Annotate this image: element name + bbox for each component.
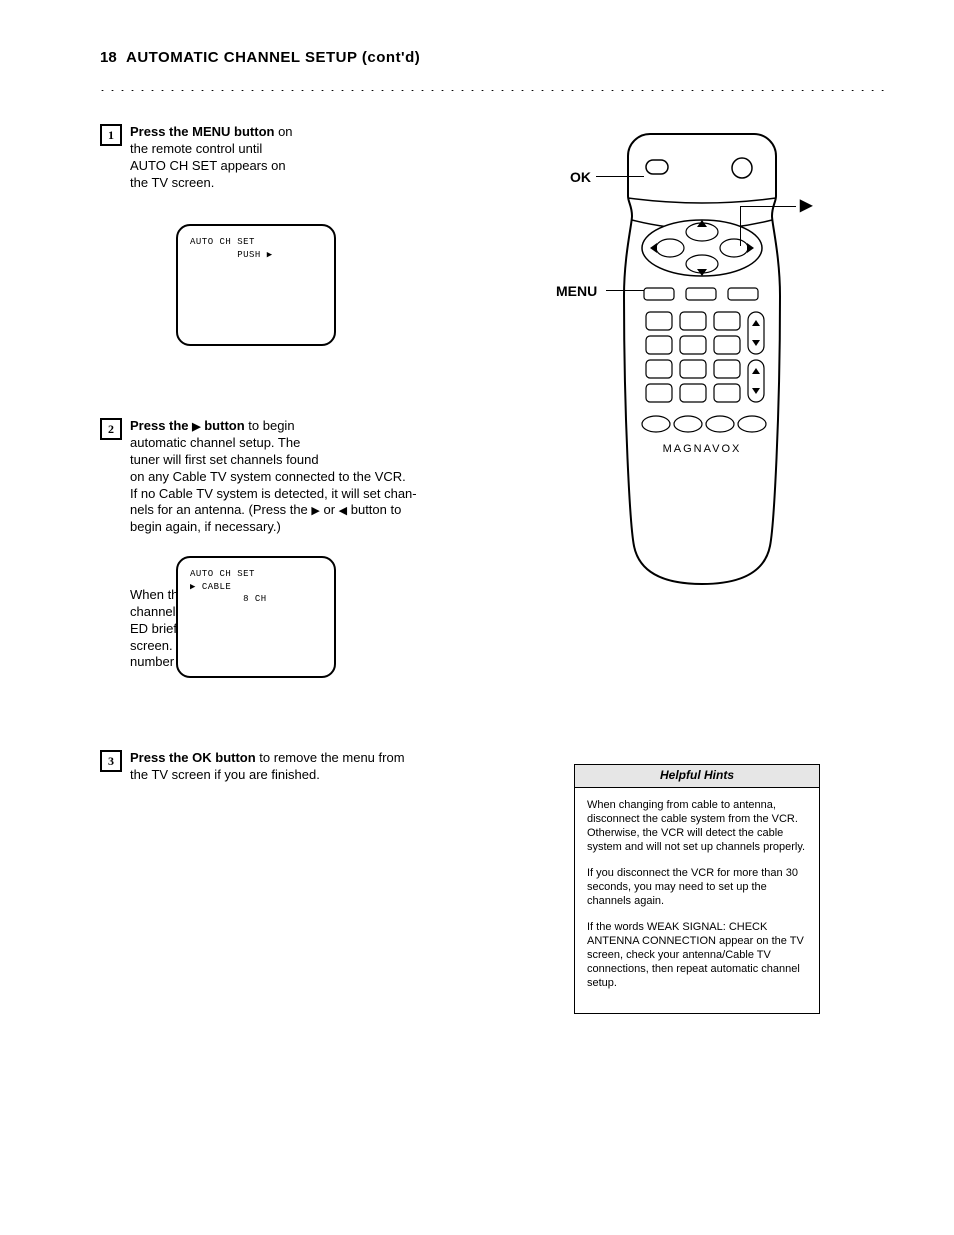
step-number-1: 1 [100, 124, 122, 146]
page-number: 18 [100, 48, 117, 68]
dotted-rule: ........................................… [100, 82, 884, 91]
step-1-text: Press the MENU button onthe remote contr… [130, 124, 520, 196]
helpful-hints-heading: Helpful Hints [575, 765, 819, 788]
callout-right-arrow: ▶ [800, 196, 812, 217]
callout-menu-line [606, 290, 644, 291]
osd-screen-2: AUTO CH SET ▶ CABLE 8 CH [176, 556, 336, 678]
page-title: AUTOMATIC CHANNEL SETUP (cont'd) [126, 48, 420, 68]
helpful-hints-body: When changing from cable to antenna, dis… [575, 788, 819, 1013]
step-1-lines: Press the MENU button onthe remote contr… [130, 124, 520, 192]
remote-dpad [642, 220, 762, 276]
hints-paragraph: If the words WEAK SIGNAL: CHECK ANTENNA … [587, 920, 807, 990]
helpful-hints-box: Helpful Hints When changing from cable t… [574, 764, 820, 1014]
remote-illustration: MAGNAVOX [620, 128, 784, 588]
hints-paragraph: When changing from cable to antenna, dis… [587, 798, 807, 854]
screen2-row: 8 CH [190, 593, 322, 606]
callout-right-line [740, 206, 796, 207]
step-3-lines: Press the OK button to remove the menu f… [130, 750, 520, 784]
remote-brand-label: MAGNAVOX [663, 443, 742, 455]
step-number-2: 2 [100, 418, 122, 440]
step-1: 1 Press the MENU button onthe remote con… [100, 124, 520, 196]
remote-ok-button [646, 160, 668, 174]
callout-right-line-v [740, 206, 741, 246]
callout-ok-line [596, 176, 644, 177]
remote-menu-button [644, 288, 674, 300]
screen2-row: ▶ CABLE [190, 581, 322, 594]
remote-right-button [720, 239, 748, 257]
screen1-row: AUTO CH SET [190, 236, 322, 249]
callout-ok: OK [570, 168, 591, 186]
screen2-row: AUTO CH SET [190, 568, 322, 581]
callout-menu: MENU [556, 282, 597, 300]
osd-screen-1: AUTO CH SET PUSH ▶ [176, 224, 336, 346]
step-3-text: Press the OK button to remove the menu f… [130, 750, 520, 788]
hints-paragraph: If you disconnect the VCR for more than … [587, 866, 807, 908]
step-number-3: 3 [100, 750, 122, 772]
step-3: 3 Press the OK button to remove the menu… [100, 750, 520, 788]
screen1-row: PUSH ▶ [190, 249, 322, 262]
